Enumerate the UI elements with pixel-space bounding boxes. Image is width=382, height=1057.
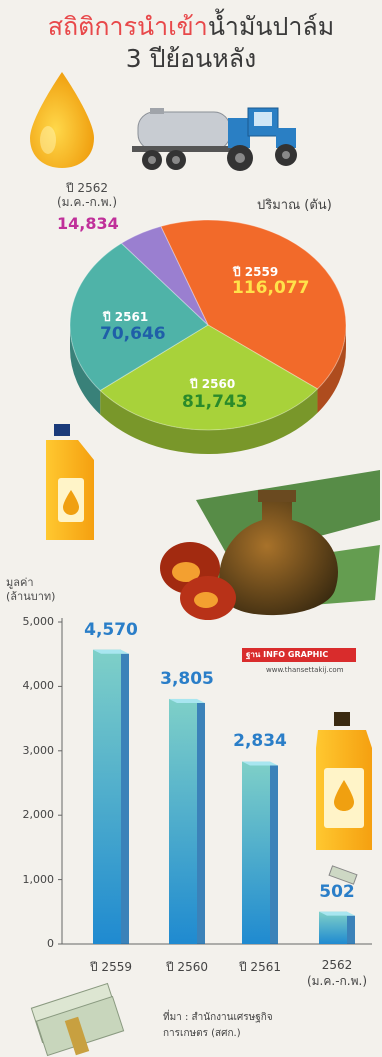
pie-title: ปริมาณ (ตัน) xyxy=(257,198,332,213)
bar-top xyxy=(319,911,355,916)
page-subtitle: 3 ปีย้อนหลัง xyxy=(125,44,257,73)
source-note: ที่มา : สำนักงานเศรษฐกิจ การเกษตร (สศก.) xyxy=(163,1012,273,1039)
palm-fruit-icon xyxy=(160,542,236,620)
bar-0 xyxy=(93,649,129,944)
pie-slice-2 xyxy=(69,242,209,392)
tanker-truck-icon xyxy=(132,107,297,171)
y-tick-label: 3,000 xyxy=(22,743,55,757)
pie-2561-year: ปี 2561 xyxy=(103,310,149,324)
x-tick-label: ปี 2560 xyxy=(166,960,208,974)
title-rest: น้ำมันปาล์ม xyxy=(207,12,335,41)
title-highlight: สถิติการนำเข้า xyxy=(47,12,208,41)
pie-2560-year: ปี 2560 xyxy=(190,377,236,391)
bar-side xyxy=(197,702,205,944)
bar-top xyxy=(93,649,129,654)
pie-side-2 xyxy=(70,325,101,415)
bar-ylabel: มูลค่า (ล้านบาท) xyxy=(6,576,56,603)
bar-2 xyxy=(242,761,278,944)
bar-value-label: 4,570 xyxy=(84,619,138,640)
bar-front xyxy=(319,911,347,944)
bar-front xyxy=(169,698,197,944)
publisher-logo: ฐาน INFO GRAPHIC xyxy=(242,648,356,662)
pie-slice-3 xyxy=(120,225,209,326)
y-tick-label: 5,000 xyxy=(22,615,55,628)
bar-3 xyxy=(319,911,355,944)
bar-side xyxy=(347,915,355,944)
pie-2562-value: 14,834 xyxy=(57,214,119,233)
bar-value-label: 2,834 xyxy=(233,731,287,752)
pie-slice-1 xyxy=(99,324,319,431)
pie-2560-value: 81,743 xyxy=(182,392,248,412)
bar-value-label: 3,805 xyxy=(160,668,214,689)
pie-slice-0 xyxy=(160,219,347,390)
pie-2562-year: ปี 2562 (ม.ค.-ก.พ.) xyxy=(56,181,118,209)
y-tick-label: 2,000 xyxy=(22,808,55,822)
y-tick-label: 1,000 xyxy=(22,872,55,886)
publisher-url: www.thansettakij.com xyxy=(266,666,344,674)
oil-bottle-icon xyxy=(316,712,372,850)
bar-1 xyxy=(169,698,205,944)
money-icon xyxy=(30,865,358,1057)
palm-oil-jar-icon xyxy=(196,470,380,616)
pie-side-0 xyxy=(317,325,346,413)
pie-side-1 xyxy=(100,388,318,455)
bar-side xyxy=(270,765,278,944)
pie-2559-value: 116,077 xyxy=(232,278,310,298)
bar-front xyxy=(242,761,270,944)
page-title: สถิติการนำเข้าน้ำมันปาล์ม xyxy=(0,12,382,42)
y-tick-label: 0 xyxy=(47,937,54,950)
x-tick-label: ปี 2559 xyxy=(90,960,132,974)
oil-jug-icon xyxy=(46,424,94,540)
pie-2561-value: 70,646 xyxy=(100,324,166,344)
bar-top xyxy=(242,761,278,766)
bar-side xyxy=(121,653,129,944)
x-tick-label: ปี 2561 xyxy=(239,960,281,974)
pie-2559-year: ปี 2559 xyxy=(233,265,279,279)
x-tick-label: 2562 (ม.ค.-ก.พ.) xyxy=(306,958,368,988)
y-tick-label: 4,000 xyxy=(22,679,55,693)
bar-value-label: 502 xyxy=(319,881,355,902)
bar-front xyxy=(93,649,121,944)
bar-top xyxy=(169,698,205,703)
